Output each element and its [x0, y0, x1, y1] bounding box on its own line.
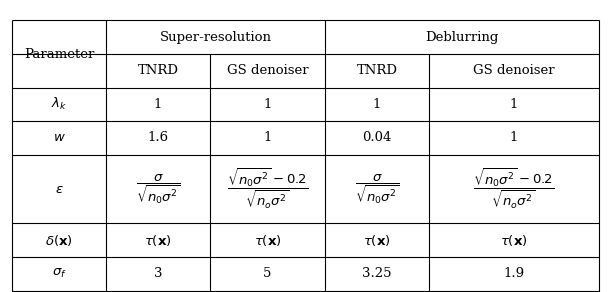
- Text: $\epsilon$: $\epsilon$: [55, 182, 64, 196]
- Text: $\sigma_f$: $\sigma_f$: [52, 267, 67, 280]
- Text: $\dfrac{\sqrt{n_0\sigma^2}-0.2}{\sqrt{n_o\sigma^2}}$: $\dfrac{\sqrt{n_0\sigma^2}-0.2}{\sqrt{n_…: [473, 167, 554, 211]
- Text: 1: 1: [373, 98, 381, 111]
- Text: $\lambda_k$: $\lambda_k$: [51, 96, 67, 112]
- Text: GS denoiser: GS denoiser: [473, 64, 554, 77]
- Text: 1.6: 1.6: [148, 131, 168, 145]
- Text: $\delta(\mathbf{x})$: $\delta(\mathbf{x})$: [46, 233, 73, 248]
- Text: $\tau(\mathbf{x})$: $\tau(\mathbf{x})$: [500, 233, 528, 248]
- Text: 1: 1: [154, 98, 162, 111]
- Text: 1.9: 1.9: [503, 267, 524, 280]
- Text: 1: 1: [263, 98, 272, 111]
- Text: TNRD: TNRD: [356, 64, 398, 77]
- Text: TNRD: TNRD: [137, 64, 179, 77]
- Text: $\dfrac{\sigma}{\sqrt{n_0\sigma^2}}$: $\dfrac{\sigma}{\sqrt{n_0\sigma^2}}$: [354, 172, 399, 206]
- Text: 1: 1: [510, 131, 518, 145]
- Text: 3.25: 3.25: [362, 267, 392, 280]
- Text: 1: 1: [263, 131, 272, 145]
- Text: 1: 1: [510, 98, 518, 111]
- Text: $w$: $w$: [53, 131, 66, 145]
- Text: Deblurring: Deblurring: [426, 31, 499, 44]
- Text: $\dfrac{\sqrt{n_0\sigma^2}-0.2}{\sqrt{n_o\sigma^2}}$: $\dfrac{\sqrt{n_0\sigma^2}-0.2}{\sqrt{n_…: [227, 167, 308, 211]
- Text: 0.04: 0.04: [362, 131, 392, 145]
- Text: Parameter: Parameter: [24, 48, 94, 60]
- Text: $\dfrac{\sigma}{\sqrt{n_0\sigma^2}}$: $\dfrac{\sigma}{\sqrt{n_0\sigma^2}}$: [136, 172, 181, 206]
- Text: $\tau(\mathbf{x})$: $\tau(\mathbf{x})$: [254, 233, 282, 248]
- Text: 5: 5: [263, 267, 272, 280]
- Text: $\tau(\mathbf{x})$: $\tau(\mathbf{x})$: [144, 233, 172, 248]
- Text: 3: 3: [154, 267, 162, 280]
- Text: Super-resolution: Super-resolution: [160, 31, 272, 44]
- Text: $\tau(\mathbf{x})$: $\tau(\mathbf{x})$: [363, 233, 391, 248]
- Text: GS denoiser: GS denoiser: [227, 64, 308, 77]
